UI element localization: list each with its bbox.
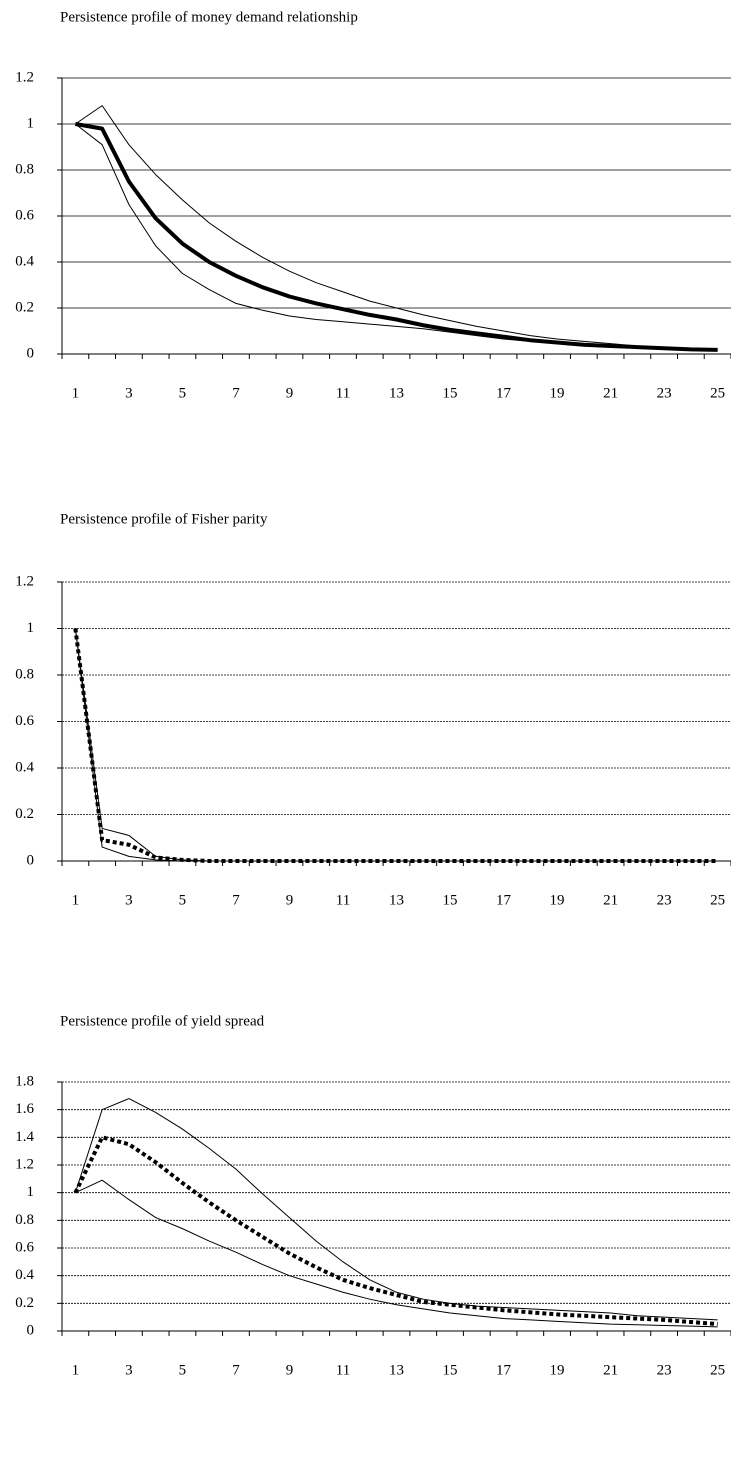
series-line xyxy=(74,628,718,862)
x-tick-label: 5 xyxy=(179,1362,187,1378)
x-tick-label: 5 xyxy=(179,385,187,401)
x-tick-label: 3 xyxy=(125,892,133,908)
x-tick-label: 13 xyxy=(389,385,404,401)
x-tick-label: 7 xyxy=(232,892,240,908)
series-line xyxy=(73,628,718,863)
series-line xyxy=(73,1135,718,1327)
chart-title: Persistence profile of Fisher parity xyxy=(60,511,268,527)
y-tick-label: 0.2 xyxy=(15,299,34,315)
x-tick-label: 19 xyxy=(550,1362,565,1378)
y-tick-label: 0.6 xyxy=(15,1239,34,1255)
y-tick-label: 1.2 xyxy=(15,573,34,589)
series-line xyxy=(75,105,718,350)
y-tick-label: 1.8 xyxy=(15,1073,34,1089)
x-tick-label: 13 xyxy=(389,892,404,908)
series-line xyxy=(75,1179,718,1328)
chart-title: Persistence profile of money demand rela… xyxy=(60,9,358,25)
x-tick-label: 25 xyxy=(710,385,725,401)
y-tick-label: 1.4 xyxy=(15,1129,34,1145)
x-tick-label: 19 xyxy=(550,385,565,401)
y-tick-label: 1 xyxy=(27,115,35,131)
x-tick-label: 25 xyxy=(710,892,725,908)
series-line xyxy=(74,628,718,862)
x-tick-label: 11 xyxy=(336,892,350,908)
x-tick-label: 17 xyxy=(496,1362,512,1378)
y-tick-label: 0.6 xyxy=(15,713,34,729)
x-tick-label: 11 xyxy=(336,1362,350,1378)
y-tick-label: 0 xyxy=(27,852,35,868)
x-tick-label: 3 xyxy=(125,1362,133,1378)
x-tick-label: 1 xyxy=(72,1362,80,1378)
y-tick-label: 1.2 xyxy=(15,69,34,85)
y-tick-label: 0 xyxy=(27,1322,35,1338)
x-tick-label: 7 xyxy=(232,385,240,401)
x-tick-label: 23 xyxy=(657,892,672,908)
x-tick-label: 9 xyxy=(286,385,294,401)
x-tick-label: 3 xyxy=(125,385,133,401)
y-tick-label: 1.2 xyxy=(15,1156,34,1172)
x-tick-label: 9 xyxy=(286,892,294,908)
x-tick-label: 15 xyxy=(443,385,458,401)
x-tick-label: 7 xyxy=(232,1362,240,1378)
x-tick-label: 15 xyxy=(443,892,458,908)
x-tick-label: 11 xyxy=(336,385,350,401)
y-tick-label: 1 xyxy=(27,1184,35,1200)
y-tick-label: 0.4 xyxy=(15,759,34,775)
x-tick-label: 19 xyxy=(550,892,565,908)
x-tick-label: 17 xyxy=(496,385,512,401)
series-line xyxy=(74,1098,718,1321)
y-tick-label: 0.8 xyxy=(15,666,34,682)
x-tick-label: 23 xyxy=(657,1362,672,1378)
series-line xyxy=(75,123,718,352)
y-tick-label: 0.2 xyxy=(15,806,34,822)
y-tick-label: 0.6 xyxy=(15,207,34,223)
x-tick-label: 1 xyxy=(72,385,80,401)
y-tick-label: 1 xyxy=(27,620,35,636)
series-line xyxy=(75,122,718,352)
y-tick-label: 0.2 xyxy=(15,1295,34,1311)
x-tick-label: 21 xyxy=(603,892,618,908)
x-tick-label: 21 xyxy=(603,385,618,401)
chart-title: Persistence profile of yield spread xyxy=(60,1013,265,1029)
x-tick-label: 1 xyxy=(72,892,80,908)
y-tick-label: 0.4 xyxy=(15,253,34,269)
y-tick-label: 0.8 xyxy=(15,161,34,177)
x-tick-label: 15 xyxy=(443,1362,458,1378)
x-tick-label: 13 xyxy=(389,1362,404,1378)
y-tick-label: 0 xyxy=(27,345,35,361)
y-tick-label: 1.6 xyxy=(15,1101,34,1117)
x-tick-label: 21 xyxy=(603,1362,618,1378)
y-tick-label: 0.4 xyxy=(15,1267,34,1283)
x-tick-label: 25 xyxy=(710,1362,725,1378)
x-tick-label: 23 xyxy=(657,385,672,401)
x-tick-label: 9 xyxy=(286,1362,294,1378)
x-tick-label: 5 xyxy=(179,892,187,908)
x-tick-label: 17 xyxy=(496,892,512,908)
y-tick-label: 0.8 xyxy=(15,1212,34,1228)
